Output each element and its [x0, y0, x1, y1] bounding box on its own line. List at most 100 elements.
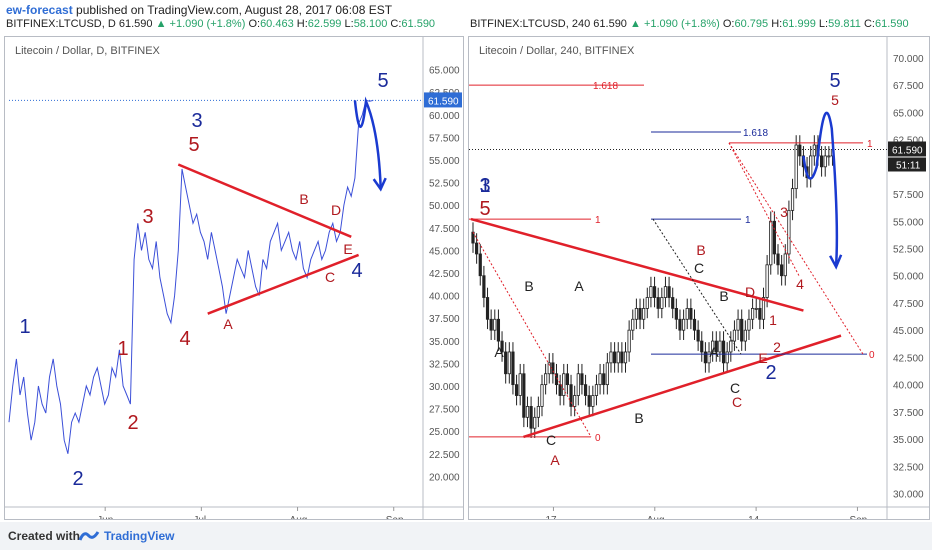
h4-candle-body: [623, 351, 628, 364]
daily-y-tick-label: 35.000: [429, 337, 460, 348]
h4-candle-body: [562, 373, 566, 396]
h4-wave-2-red: 2: [773, 339, 781, 355]
h4-wave-5-blue: 5: [829, 70, 840, 92]
h4-fib-1-red-label: 1: [595, 215, 601, 226]
h4-candle-body: [703, 351, 707, 364]
h4-candle-body: [613, 351, 617, 364]
tradingview-logo-icon[interactable]: [78, 528, 100, 544]
created-with-text: Created with: [8, 529, 81, 543]
h4-wave-A-red: A: [550, 452, 560, 468]
ohlc-left: BITFINEX:LTCUSD, D 61.590 ▲ +1.090 (+1.8…: [6, 18, 436, 30]
h4-y-tick-label: 67.500: [893, 81, 924, 92]
h4-candle-body: [780, 264, 784, 277]
h4-candle-body: [783, 253, 787, 277]
h4-candle-body: [533, 416, 537, 429]
h4-candle-body: [522, 373, 526, 418]
h4-countdown-text: 51:11: [896, 160, 921, 171]
h4-candle-body: [627, 329, 631, 353]
h4-candle-body: [678, 318, 682, 331]
daily-y-tick-label: 27.500: [429, 405, 460, 416]
daily-y-tick-label: 42.500: [429, 269, 460, 280]
h4-projection-left: [472, 231, 592, 438]
h4-candle-body: [696, 329, 700, 342]
daily-chart-panel[interactable]: 20.000 22.500 25.000 27.500 30.000 32.500 35.0…: [4, 36, 464, 520]
high-left: 62.599: [307, 18, 342, 30]
h4-candle-body: [772, 220, 776, 255]
h4-wave-3-red: 3: [780, 204, 788, 220]
h4-candle-body: [634, 307, 638, 320]
daily-y-tick-label: 55.000: [429, 156, 460, 167]
h4-candle-body: [718, 340, 722, 353]
low-left: 58.100: [353, 18, 388, 30]
daily-x-tick-label: Aug: [290, 515, 308, 519]
h4-candle-body: [493, 318, 497, 331]
h4-candle-body: [765, 264, 769, 298]
h4-candle-body: [594, 384, 599, 396]
h4-fib-1618-red-label: 1.618: [593, 81, 618, 92]
h4-candle-body: [692, 318, 697, 331]
h4-forecast-curve: [802, 111, 839, 265]
h4-candle-body: [649, 286, 653, 298]
daily-wave-B: B: [299, 191, 308, 207]
h4-candle-body: [573, 395, 577, 407]
h4-wave-C-black-1: C: [546, 432, 556, 448]
h4-candle-body: [587, 395, 591, 407]
h4-candle-body: [638, 307, 642, 320]
daily-y-tick-label: 65.000: [429, 66, 460, 77]
h4-candle-body: [721, 340, 726, 364]
h4-candle-body: [671, 297, 675, 309]
h4-last-price-text: 61.590: [892, 145, 923, 156]
h4-candle-body: [656, 297, 660, 309]
h4-candle-body: [558, 384, 562, 396]
daily-wave-2-blue: 2: [72, 468, 83, 490]
h4-wave-1-red: 1: [769, 312, 777, 328]
high-right: 61.999: [782, 18, 816, 30]
h4-candle-body: [616, 351, 620, 364]
h4-candle-body: [725, 351, 729, 364]
daily-triangle-upper: [177, 163, 352, 238]
h4-projection-mid: [652, 218, 742, 355]
daily-y-tick-label: 20.000: [429, 472, 460, 483]
h4-wave-B-black-1: B: [524, 278, 533, 294]
h4-y-tick-label: 35.000: [893, 435, 924, 446]
h4-y-tick-label: 30.000: [893, 490, 924, 501]
open-left: 60.463: [260, 18, 294, 30]
h4-candle-body: [682, 318, 686, 331]
daily-y-tick-label: 45.000: [429, 246, 460, 257]
h4-candle-body: [529, 406, 533, 429]
author-link[interactable]: ew-forecast: [6, 3, 73, 17]
h4-candle-body: [496, 318, 501, 342]
price-right: 61.590: [593, 18, 627, 30]
h4-candle-body: [576, 373, 580, 396]
daily-y-tick-label: 60.000: [429, 111, 460, 122]
close-right: 61.590: [874, 18, 909, 30]
daily-wave-E: E: [343, 241, 352, 257]
h4-fib-0-right-label: 0: [869, 350, 875, 361]
h4-candle-body: [736, 318, 740, 331]
h4-wave-E-red: E: [758, 350, 767, 366]
h4-candle-body: [547, 362, 551, 375]
h4-candle-body: [674, 307, 678, 320]
h4-candle-body: [511, 351, 515, 386]
h4-projection-right-inner: [728, 142, 800, 276]
h4-chart-panel[interactable]: 30.000 32.500 35.000 37.500 40.000 42.500 45.0…: [468, 36, 930, 520]
daily-y-tick-label: 40.000: [429, 292, 460, 303]
h4-candle-body: [787, 209, 791, 255]
h4-wave-4-red: 4: [796, 276, 804, 292]
daily-x-tick-label: Sep: [386, 515, 404, 519]
ohlc-right: BITFINEX:LTCUSD, 240 61.590 ▲ +1.090 (+1…: [470, 18, 909, 30]
daily-x-tick-label: Jun: [97, 515, 113, 519]
symbol-left: BITFINEX:LTCUSD, D: [6, 18, 116, 30]
daily-y-tick-label: 47.500: [429, 224, 460, 235]
h4-candle-body: [485, 297, 490, 320]
h4-triangle-upper: [470, 217, 804, 312]
h4-candle-body: [732, 329, 737, 342]
daily-wave-C: C: [325, 269, 335, 285]
h4-wave-A-black-2: A: [574, 278, 584, 294]
daily-y-tick-label: 57.500: [429, 133, 460, 144]
tradingview-brand-link[interactable]: TradingView: [104, 529, 175, 543]
h4-chart-svg: 30.000 32.500 35.000 37.500 40.000 42.500 45.0…: [469, 37, 929, 519]
h4-countdown-tag: [888, 157, 926, 172]
h4-candle-body: [518, 373, 522, 396]
h4-candle-body: [827, 155, 831, 158]
